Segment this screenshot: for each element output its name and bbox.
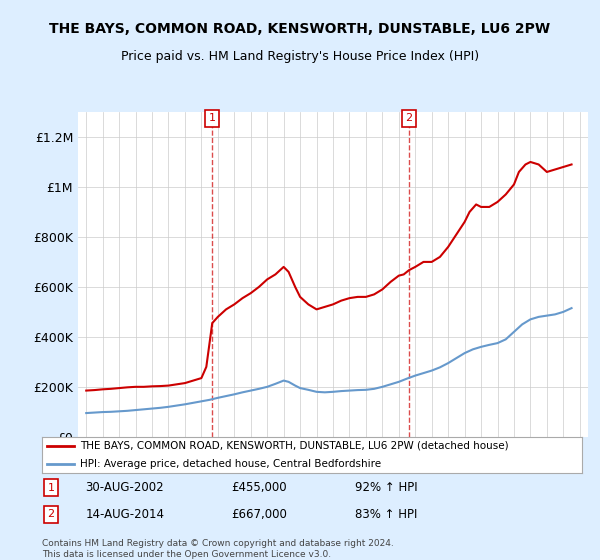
Text: 2: 2 <box>406 114 413 124</box>
Text: HPI: Average price, detached house, Central Bedfordshire: HPI: Average price, detached house, Cent… <box>80 459 381 469</box>
Text: 30-AUG-2002: 30-AUG-2002 <box>85 481 164 494</box>
Text: 1: 1 <box>47 483 55 493</box>
Text: 92% ↑ HPI: 92% ↑ HPI <box>355 481 418 494</box>
Text: 83% ↑ HPI: 83% ↑ HPI <box>355 508 418 521</box>
Text: This data is licensed under the Open Government Licence v3.0.: This data is licensed under the Open Gov… <box>42 550 331 559</box>
Text: 1: 1 <box>209 114 216 124</box>
Text: £455,000: £455,000 <box>231 481 287 494</box>
Text: THE BAYS, COMMON ROAD, KENSWORTH, DUNSTABLE, LU6 2PW (detached house): THE BAYS, COMMON ROAD, KENSWORTH, DUNSTA… <box>80 441 508 451</box>
Text: Price paid vs. HM Land Registry's House Price Index (HPI): Price paid vs. HM Land Registry's House … <box>121 50 479 63</box>
Text: Contains HM Land Registry data © Crown copyright and database right 2024.: Contains HM Land Registry data © Crown c… <box>42 539 394 548</box>
Text: 14-AUG-2014: 14-AUG-2014 <box>85 508 164 521</box>
Text: 2: 2 <box>47 509 55 519</box>
Text: THE BAYS, COMMON ROAD, KENSWORTH, DUNSTABLE, LU6 2PW: THE BAYS, COMMON ROAD, KENSWORTH, DUNSTA… <box>49 22 551 36</box>
Text: £667,000: £667,000 <box>231 508 287 521</box>
